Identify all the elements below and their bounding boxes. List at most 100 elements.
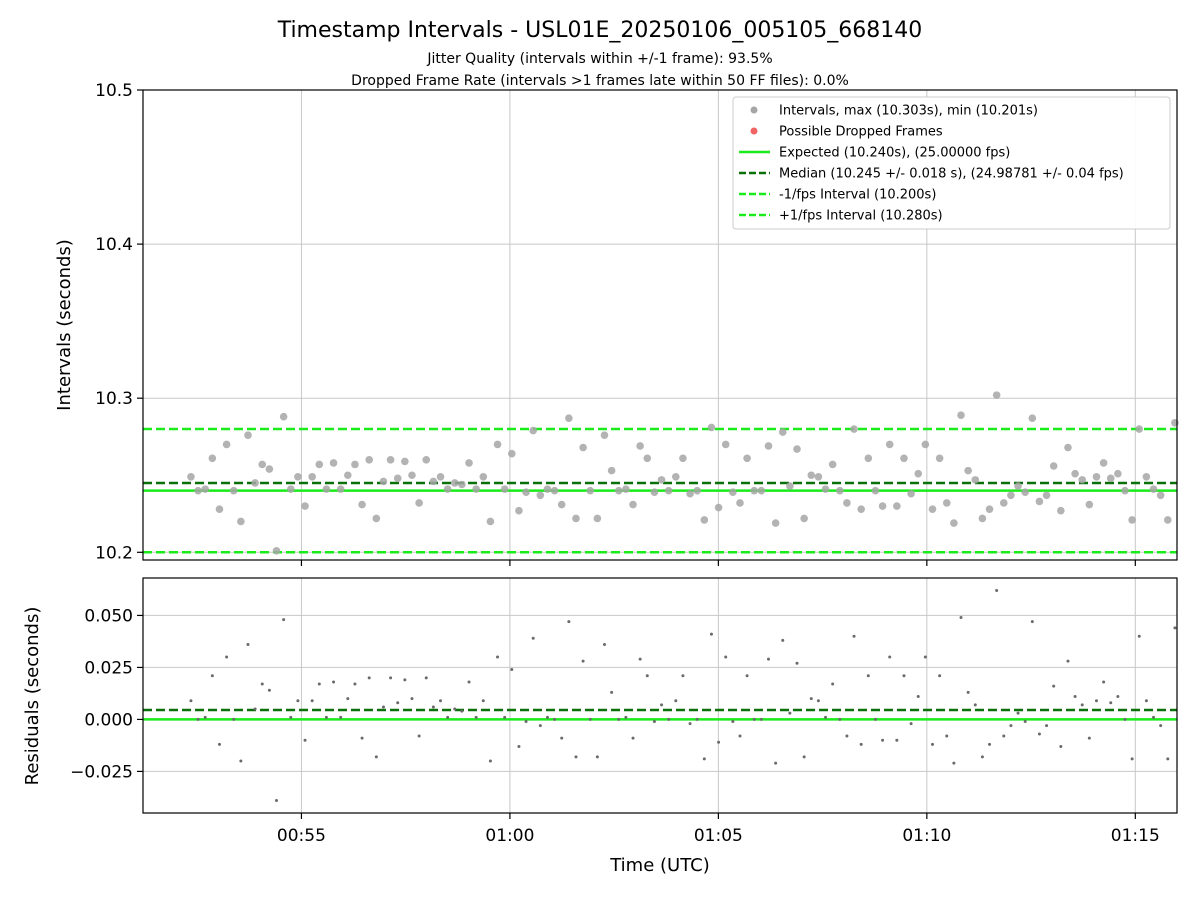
interval-point [329, 459, 338, 467]
residual-point [795, 661, 799, 665]
interval-point [807, 471, 816, 480]
residual-point [1173, 626, 1177, 630]
bottom-y-tick-label: 0.050 [84, 606, 133, 626]
interval-point [757, 486, 766, 495]
interval-point [344, 471, 352, 480]
interval-point [1057, 506, 1065, 515]
legend-marker [750, 106, 758, 114]
interval-point [365, 456, 374, 464]
interval-point [586, 486, 595, 495]
residual-point [289, 715, 293, 719]
interval-point [450, 479, 459, 487]
interval-point [351, 460, 359, 469]
interval-point [550, 486, 559, 495]
interval-point [493, 440, 502, 449]
residual-point [645, 674, 649, 678]
interval-point [942, 499, 951, 507]
residual-point [1144, 699, 1148, 703]
interval-point [893, 502, 901, 510]
residual-point [467, 680, 471, 684]
residual-point [774, 761, 778, 765]
interval-point [1049, 462, 1058, 470]
chart-subtitle-dropped: Dropped Frame Rate (intervals >1 frames … [351, 73, 849, 89]
residual-point [1037, 732, 1041, 736]
interval-point [522, 488, 530, 496]
interval-point [536, 491, 545, 500]
interval-point [486, 517, 495, 526]
interval-point [465, 459, 473, 467]
interval-point [1149, 485, 1158, 493]
residual-point [239, 759, 243, 763]
residual-point [481, 699, 485, 703]
interval-point [835, 486, 844, 495]
residual-point [189, 699, 193, 703]
residual-point [217, 742, 221, 746]
residual-point [1130, 757, 1134, 761]
residual-point [246, 643, 250, 647]
residual-point [531, 636, 535, 640]
interval-point [1142, 472, 1151, 481]
residual-point [952, 761, 956, 765]
interval-point [515, 506, 523, 515]
interval-point [222, 440, 231, 449]
residual-point [488, 759, 492, 763]
residual-point [916, 695, 920, 699]
interval-point [600, 431, 609, 439]
residual-point [752, 717, 756, 721]
residual-point [788, 711, 792, 715]
residual-point [503, 715, 507, 719]
interval-point [900, 454, 908, 463]
x-tick-label: 01:10 [902, 826, 951, 846]
residual-point [203, 715, 207, 719]
residual-point [1137, 634, 1141, 638]
bottom-panel-border [142, 577, 1178, 814]
residual-point [1094, 699, 1098, 703]
residual-point [439, 699, 443, 703]
residual-point [538, 724, 542, 728]
residual-point [902, 674, 906, 678]
interval-point [1007, 491, 1015, 500]
residual-point [1066, 659, 1070, 663]
interval-point [479, 472, 488, 481]
x-tick-label: 01:05 [694, 826, 743, 846]
interval-point [215, 505, 224, 513]
interval-point [714, 503, 723, 512]
residual-point [1109, 701, 1113, 705]
residual-point [1030, 620, 1034, 624]
interval-point [1064, 443, 1072, 452]
residual-point [332, 680, 336, 684]
residual-point [1059, 744, 1063, 748]
residual-point [973, 703, 977, 707]
bottom-panel-frame [142, 577, 1178, 814]
x-tick-label: 01:15 [1111, 826, 1160, 846]
residual-point [453, 707, 457, 711]
interval-point [508, 449, 516, 458]
interval-point [244, 431, 252, 439]
residual-point [374, 755, 378, 759]
interval-point [721, 440, 730, 449]
residual-point [232, 717, 236, 721]
interval-point [272, 546, 281, 555]
top-panel-frame [142, 89, 1178, 566]
x-axis-ticks: 00:55 01:00 01:05 01:10 01:15 [277, 813, 1160, 846]
top-y-tick-label: 10.4 [95, 235, 133, 255]
residual-point [631, 736, 635, 740]
bottom-y-tick-label: −0.025 [70, 762, 133, 782]
top-panel-reference-lines [143, 427, 1177, 554]
top-y-tick-label: 10.3 [95, 389, 133, 409]
interval-point [265, 465, 274, 473]
interval-point [557, 500, 566, 509]
residual-point [895, 738, 899, 742]
residual-point [1166, 757, 1170, 761]
interval-point [1028, 414, 1037, 423]
interval-point [529, 426, 537, 435]
interval-point [914, 469, 923, 478]
interval-point [664, 486, 673, 495]
residual-point [431, 705, 435, 709]
residual-point [1123, 717, 1127, 721]
interval-point [871, 486, 880, 495]
interval-point [764, 442, 773, 450]
residual-point [831, 682, 835, 686]
bottom-panel-y-ticks: −0.025 0.000 0.025 0.050 [70, 606, 143, 782]
interval-point [1128, 516, 1136, 524]
